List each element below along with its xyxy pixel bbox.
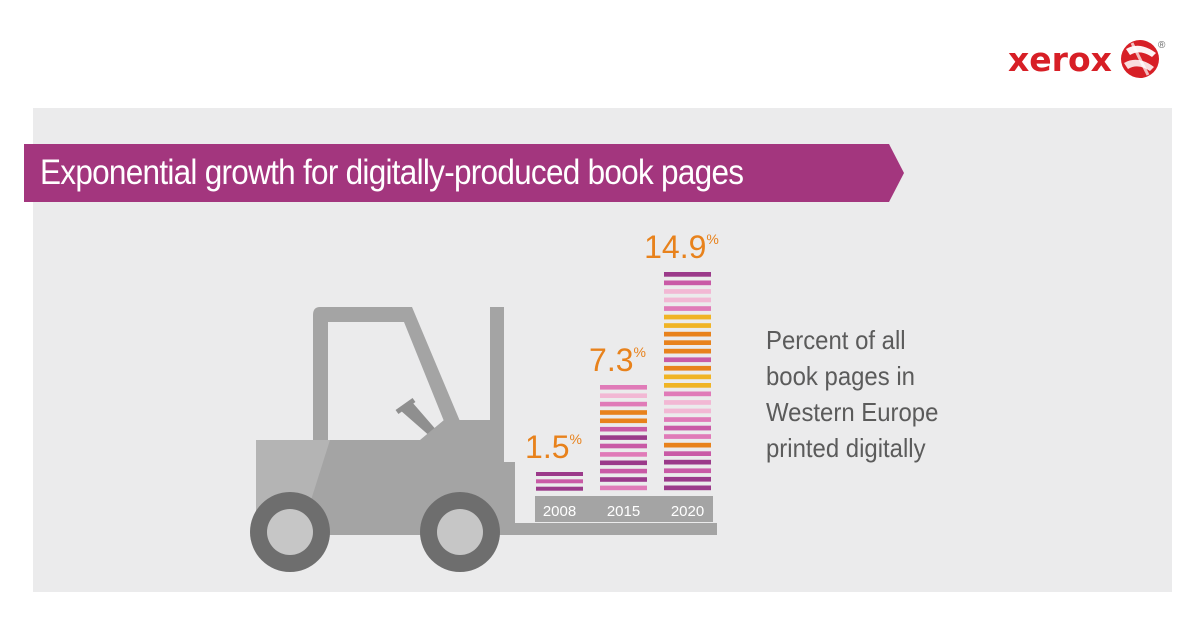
rear-hub: [267, 509, 313, 555]
value-label: 14.9%: [644, 229, 719, 265]
bar-stripe: [664, 306, 711, 311]
bar-stripe: [664, 365, 711, 371]
bar-stripe: [600, 385, 647, 390]
bar-stripe: [664, 400, 711, 405]
banner-shape: [24, 144, 904, 202]
bar-stripe: [600, 460, 647, 466]
bar-stripe: [600, 485, 647, 491]
bar-stripe: [664, 280, 711, 286]
bar-stripe: [664, 340, 711, 345]
bar-stripe: [664, 391, 711, 397]
steering-column: [400, 402, 438, 438]
bar-stripe: [664, 348, 711, 354]
bar-stripe: [664, 383, 711, 388]
bar-stripe: [600, 477, 647, 482]
value-labels: 1.5% 7.3% 14.9%: [525, 229, 719, 465]
bar-stripe: [536, 479, 583, 484]
brand-name: xerox: [1008, 39, 1112, 79]
xerox-logo: xerox ®: [1008, 34, 1166, 84]
bar-series: [536, 272, 711, 491]
bar-stripe: [536, 486, 583, 491]
bar-stripe: [664, 408, 711, 414]
bar-stripe: [664, 314, 711, 320]
registered-mark: ®: [1158, 40, 1166, 51]
x-tick-labels: 2008 2015 2020: [543, 503, 704, 520]
caption-line: book pages in: [766, 361, 915, 391]
pallet-base: [535, 496, 713, 522]
bar-stripe: [664, 425, 711, 431]
bar-stripe: [664, 451, 711, 456]
value-label: 7.3%: [589, 342, 646, 378]
bar-stripe: [600, 426, 647, 432]
bar-stripe: [664, 374, 711, 380]
bar-stripe: [600, 468, 647, 474]
bar-stripe: [600, 452, 647, 457]
x-tick-label: 2020: [671, 503, 704, 520]
bar-stripe: [664, 331, 711, 337]
bar-stripe: [536, 472, 583, 476]
bar-stripe: [600, 410, 647, 415]
bar-stripe: [664, 323, 711, 328]
bar-stripe: [600, 418, 647, 424]
bar-stripe: [664, 485, 711, 491]
chart-caption: Percent of all book pages in Western Eur…: [766, 322, 1005, 466]
bar-stripe: [664, 434, 711, 439]
bar-stripe: [664, 297, 711, 303]
x-tick-label: 2008: [543, 503, 576, 520]
bar-2008: [536, 472, 583, 491]
bar-stripe: [664, 476, 711, 482]
bar-stripe: [664, 459, 711, 465]
bar-stripe: [664, 357, 711, 363]
bar-stripe: [600, 393, 647, 398]
bar-stripe: [600, 443, 647, 449]
caption-line: Percent of all: [766, 325, 906, 355]
xerox-sphere-icon: [1120, 40, 1159, 78]
bar-2015: [600, 385, 647, 491]
front-hub: [437, 509, 483, 555]
bar-stripe: [600, 435, 647, 440]
bar-stripe: [600, 401, 647, 407]
bar-stripe: [664, 468, 711, 474]
caption-line: Western Europe: [766, 397, 939, 427]
x-tick-label: 2015: [607, 503, 640, 520]
bar-stripe: [664, 442, 711, 448]
caption-line: printed digitally: [766, 433, 926, 463]
forklift-illustration: [250, 307, 717, 572]
forklift-forks: [504, 523, 717, 535]
steering-wheel: [395, 397, 416, 415]
value-label: 1.5%: [525, 429, 582, 465]
bar-stripe: [664, 272, 711, 277]
page-title: Exponential growth for digitally-produce…: [40, 153, 744, 192]
bar-2020: [664, 272, 711, 491]
title-banner: Exponential growth for digitally-produce…: [24, 144, 904, 202]
bar-stripe: [664, 289, 711, 294]
bar-stripe: [664, 417, 711, 422]
